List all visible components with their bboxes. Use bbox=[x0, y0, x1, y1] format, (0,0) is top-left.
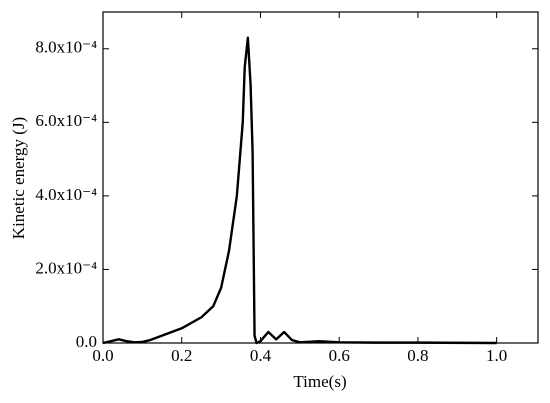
x-tick-label: 0.2 bbox=[171, 346, 192, 365]
x-tick-label: 0.8 bbox=[407, 346, 428, 365]
x-tick-label: 1.0 bbox=[486, 346, 507, 365]
x-tick-label: 0.6 bbox=[329, 346, 350, 365]
y-tick-label: 4.0x10⁻⁴ bbox=[35, 185, 97, 204]
plot-frame bbox=[102, 11, 539, 344]
y-tick-label: 8.0x10⁻⁴ bbox=[35, 38, 97, 57]
x-axis-label: Time(s) bbox=[293, 372, 346, 391]
y-tick-label: 0.0 bbox=[76, 332, 97, 351]
x-tick-label: 0.4 bbox=[250, 346, 272, 365]
y-tick-label: 2.0x10⁻⁴ bbox=[35, 258, 97, 277]
x-tick-label: 0.0 bbox=[92, 346, 113, 365]
y-tick-label: 6.0x10⁻⁴ bbox=[35, 111, 97, 130]
data-line bbox=[102, 36, 497, 345]
y-axis-label: Kinetic energy (J) bbox=[9, 117, 28, 239]
